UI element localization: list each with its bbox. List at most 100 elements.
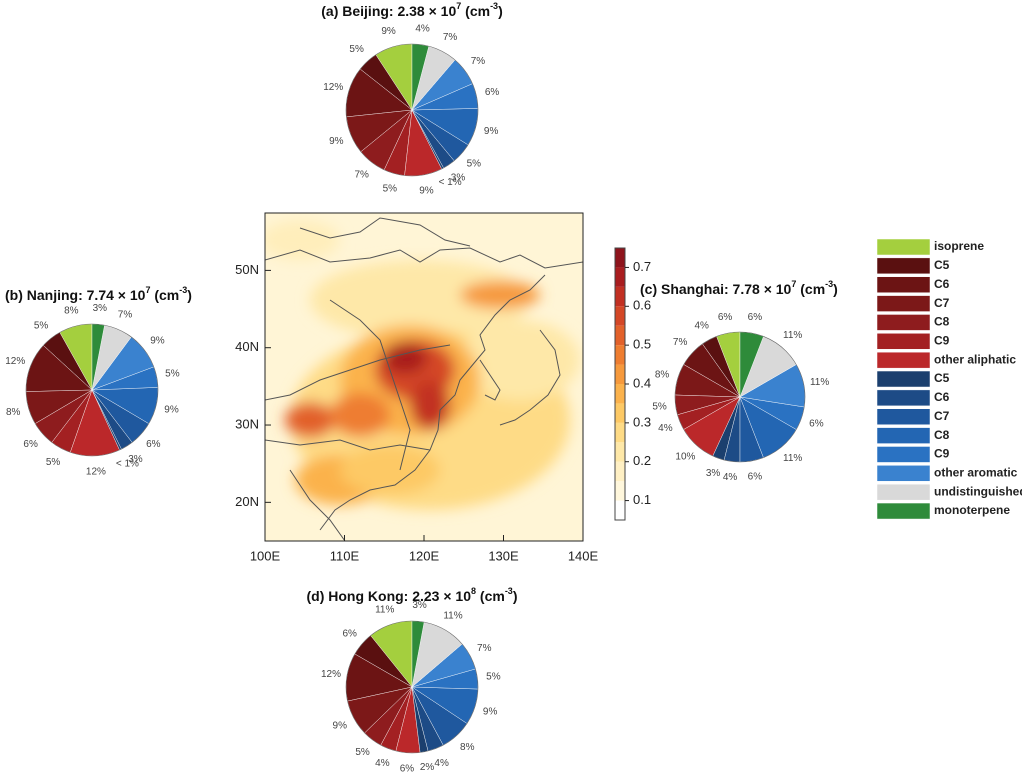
title-text: (cm <box>796 281 825 297</box>
pie-value-label: 6% <box>485 87 500 98</box>
pie-value-label: 5% <box>467 159 482 170</box>
pie-value-label: 6% <box>748 471 763 482</box>
pie-value-label: 6% <box>809 419 824 430</box>
legend-swatch <box>876 483 931 501</box>
x-tick-label: 110E <box>330 548 360 563</box>
pie-value-label: 12% <box>5 356 25 367</box>
y-tick-label: 30N <box>235 416 259 431</box>
pie-value-label: 10% <box>675 452 695 463</box>
legend-swatch <box>876 257 931 275</box>
title-text: ) <box>833 281 838 297</box>
pie-outline <box>674 331 806 463</box>
pie-value-label: 5% <box>652 402 667 413</box>
pie-value-label: 7% <box>477 643 492 654</box>
pie-value-label: 6% <box>146 439 161 450</box>
legend-label: undistinguished <box>934 484 1022 498</box>
pie-value-label: 8% <box>6 407 21 418</box>
pie-value-label: 4% <box>415 23 430 34</box>
pie-value-label: 4% <box>658 423 673 434</box>
colorbar-level <box>615 422 625 443</box>
title-text: ) <box>498 3 503 19</box>
legend-label: C9 <box>934 447 950 461</box>
legend-swatch <box>876 427 931 444</box>
title-superscript: 7 <box>145 285 150 295</box>
legend-swatch <box>876 389 931 407</box>
x-tick-label: 140E <box>568 548 599 563</box>
pie-value-label: 4% <box>375 758 390 769</box>
legend-label: C7 <box>934 296 950 310</box>
pie-value-label: 6% <box>23 439 38 450</box>
pie-value-label: 8% <box>64 305 79 316</box>
pie-value-label: 5% <box>349 44 364 55</box>
pie-value-label: 9% <box>419 185 434 196</box>
colorbar-tick-label: 0.1 <box>633 492 651 507</box>
pie-value-label: 11% <box>375 604 394 615</box>
pie-value-label: 5% <box>383 184 398 195</box>
pie-outline <box>25 323 159 457</box>
pie-value-label: 7% <box>443 32 458 43</box>
pie-value-label: 9% <box>381 26 396 37</box>
title-text: (a) Beijing: 2.38 × 10 <box>321 3 456 19</box>
legend-swatch <box>876 314 931 331</box>
colorbar-level <box>615 267 625 287</box>
colorbar-level <box>615 461 625 482</box>
map-field <box>265 213 583 541</box>
pie-value-label: 7% <box>471 56 486 67</box>
x-tick-label: 120E <box>409 548 440 563</box>
colorbar-tick-label: 0.4 <box>633 375 651 390</box>
legend-label: C8 <box>934 315 950 329</box>
legend-swatch <box>876 502 931 520</box>
title-text: (cm <box>461 3 490 19</box>
legend-label: isoprene <box>934 239 984 253</box>
legend-label: other aliphatic <box>934 352 1016 366</box>
title-text: (cm <box>476 588 505 604</box>
pie-value-label: 11% <box>443 611 462 622</box>
title-text: (cm <box>150 287 179 303</box>
pie-value-label: 6% <box>748 312 763 323</box>
pie-value-label: 4% <box>694 320 709 331</box>
title-superscript: -3 <box>825 279 833 289</box>
pie-value-label: 9% <box>333 720 348 731</box>
pie-title: (d) Hong Kong: 2.23 × 108 (cm-3) <box>306 586 517 603</box>
pie-value-label: 3% <box>128 454 143 465</box>
colorbar-tick-label: 0.5 <box>633 337 651 352</box>
colorbar-tick-label: 0.3 <box>633 414 651 429</box>
pie-value-label: 5% <box>355 747 370 758</box>
colorbar-level <box>615 325 625 346</box>
colorbar-level <box>615 364 625 384</box>
pie-value-label: 11% <box>783 453 802 464</box>
colorbar-level <box>615 442 625 462</box>
pie-value-label: 3% <box>451 172 466 183</box>
legend-swatch <box>876 370 931 388</box>
pie-value-label: 11% <box>810 377 829 388</box>
pie-value-label: < 1% <box>439 177 462 188</box>
pie-value-label: 6% <box>718 312 733 323</box>
pie-value-label: 3% <box>412 600 427 611</box>
title-superscript: -3 <box>490 1 498 11</box>
pie-value-label: 7% <box>354 169 369 180</box>
legend-swatch <box>876 446 931 463</box>
pie-value-label: 8% <box>655 369 670 380</box>
title-text: (b) Nanjing: 7.74 × 10 <box>5 287 146 303</box>
pie-value-label: 6% <box>400 763 415 774</box>
legend-label: C6 <box>934 390 950 404</box>
legend-swatch <box>876 276 931 293</box>
legend-label: monoterpene <box>934 503 1010 517</box>
pie-value-label: 4% <box>434 758 449 769</box>
pie-value-label: 5% <box>46 457 61 468</box>
pie-value-label: 9% <box>484 126 499 137</box>
legend-label: C9 <box>934 333 950 347</box>
legend-label: C7 <box>934 409 950 423</box>
legend-swatch <box>876 333 931 350</box>
y-tick-label: 20N <box>235 494 259 509</box>
legend-label: C8 <box>934 428 950 442</box>
legend-label: other aromatic <box>934 465 1018 479</box>
title-text: ) <box>187 287 192 303</box>
pie-title: (b) Nanjing: 7.74 × 107 (cm-3) <box>5 285 192 302</box>
pie-value-label: 5% <box>486 672 501 683</box>
pie-title: (a) Beijing: 2.38 × 107 (cm-3) <box>321 1 503 18</box>
title-superscript: -3 <box>179 285 187 295</box>
pie-value-label: 8% <box>460 742 475 753</box>
pie-value-label: 4% <box>723 472 738 483</box>
y-tick-label: 40N <box>235 339 259 354</box>
